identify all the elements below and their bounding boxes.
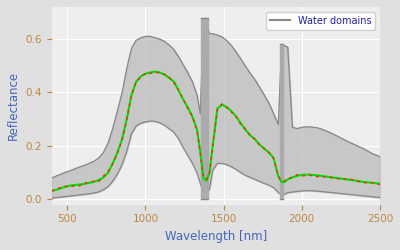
Legend: Water domains: Water domains bbox=[266, 12, 375, 30]
Y-axis label: Reflectance: Reflectance bbox=[7, 71, 20, 140]
X-axis label: Wavelength [nm]: Wavelength [nm] bbox=[165, 230, 267, 243]
